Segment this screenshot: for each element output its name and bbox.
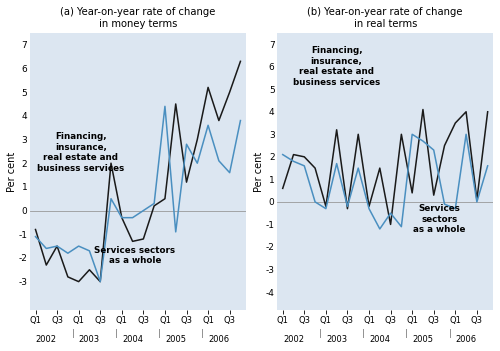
Title: (b) Year-on-year rate of change
in real terms: (b) Year-on-year rate of change in real … — [308, 7, 463, 29]
Text: 2002: 2002 — [36, 335, 57, 344]
Y-axis label: Per cent: Per cent — [7, 151, 17, 192]
Text: |: | — [406, 330, 408, 338]
Text: |: | — [72, 330, 74, 338]
Text: |: | — [319, 330, 322, 338]
Text: |: | — [115, 330, 117, 338]
Text: 2002: 2002 — [283, 335, 304, 344]
Text: 2005: 2005 — [412, 335, 434, 344]
Text: 2006: 2006 — [456, 335, 476, 344]
Text: Services
sectors
as a whole: Services sectors as a whole — [413, 204, 466, 234]
Text: 2004: 2004 — [122, 335, 143, 344]
Text: 2003: 2003 — [326, 335, 347, 344]
Text: 2006: 2006 — [208, 335, 230, 344]
Title: (a) Year-on-year rate of change
in money terms: (a) Year-on-year rate of change in money… — [60, 7, 216, 29]
Text: Services sectors
as a whole: Services sectors as a whole — [94, 246, 176, 265]
Text: |: | — [202, 330, 204, 338]
Text: Financing,
insurance,
real estate and
business services: Financing, insurance, real estate and bu… — [37, 132, 124, 173]
Text: |: | — [158, 330, 161, 338]
Text: 2004: 2004 — [370, 335, 390, 344]
Y-axis label: Per cent: Per cent — [254, 151, 264, 192]
Text: 2003: 2003 — [79, 335, 100, 344]
Text: |: | — [448, 330, 451, 338]
Text: |: | — [362, 330, 365, 338]
Text: Financing,
insurance,
real estate and
business services: Financing, insurance, real estate and bu… — [293, 46, 380, 87]
Text: 2005: 2005 — [165, 335, 186, 344]
